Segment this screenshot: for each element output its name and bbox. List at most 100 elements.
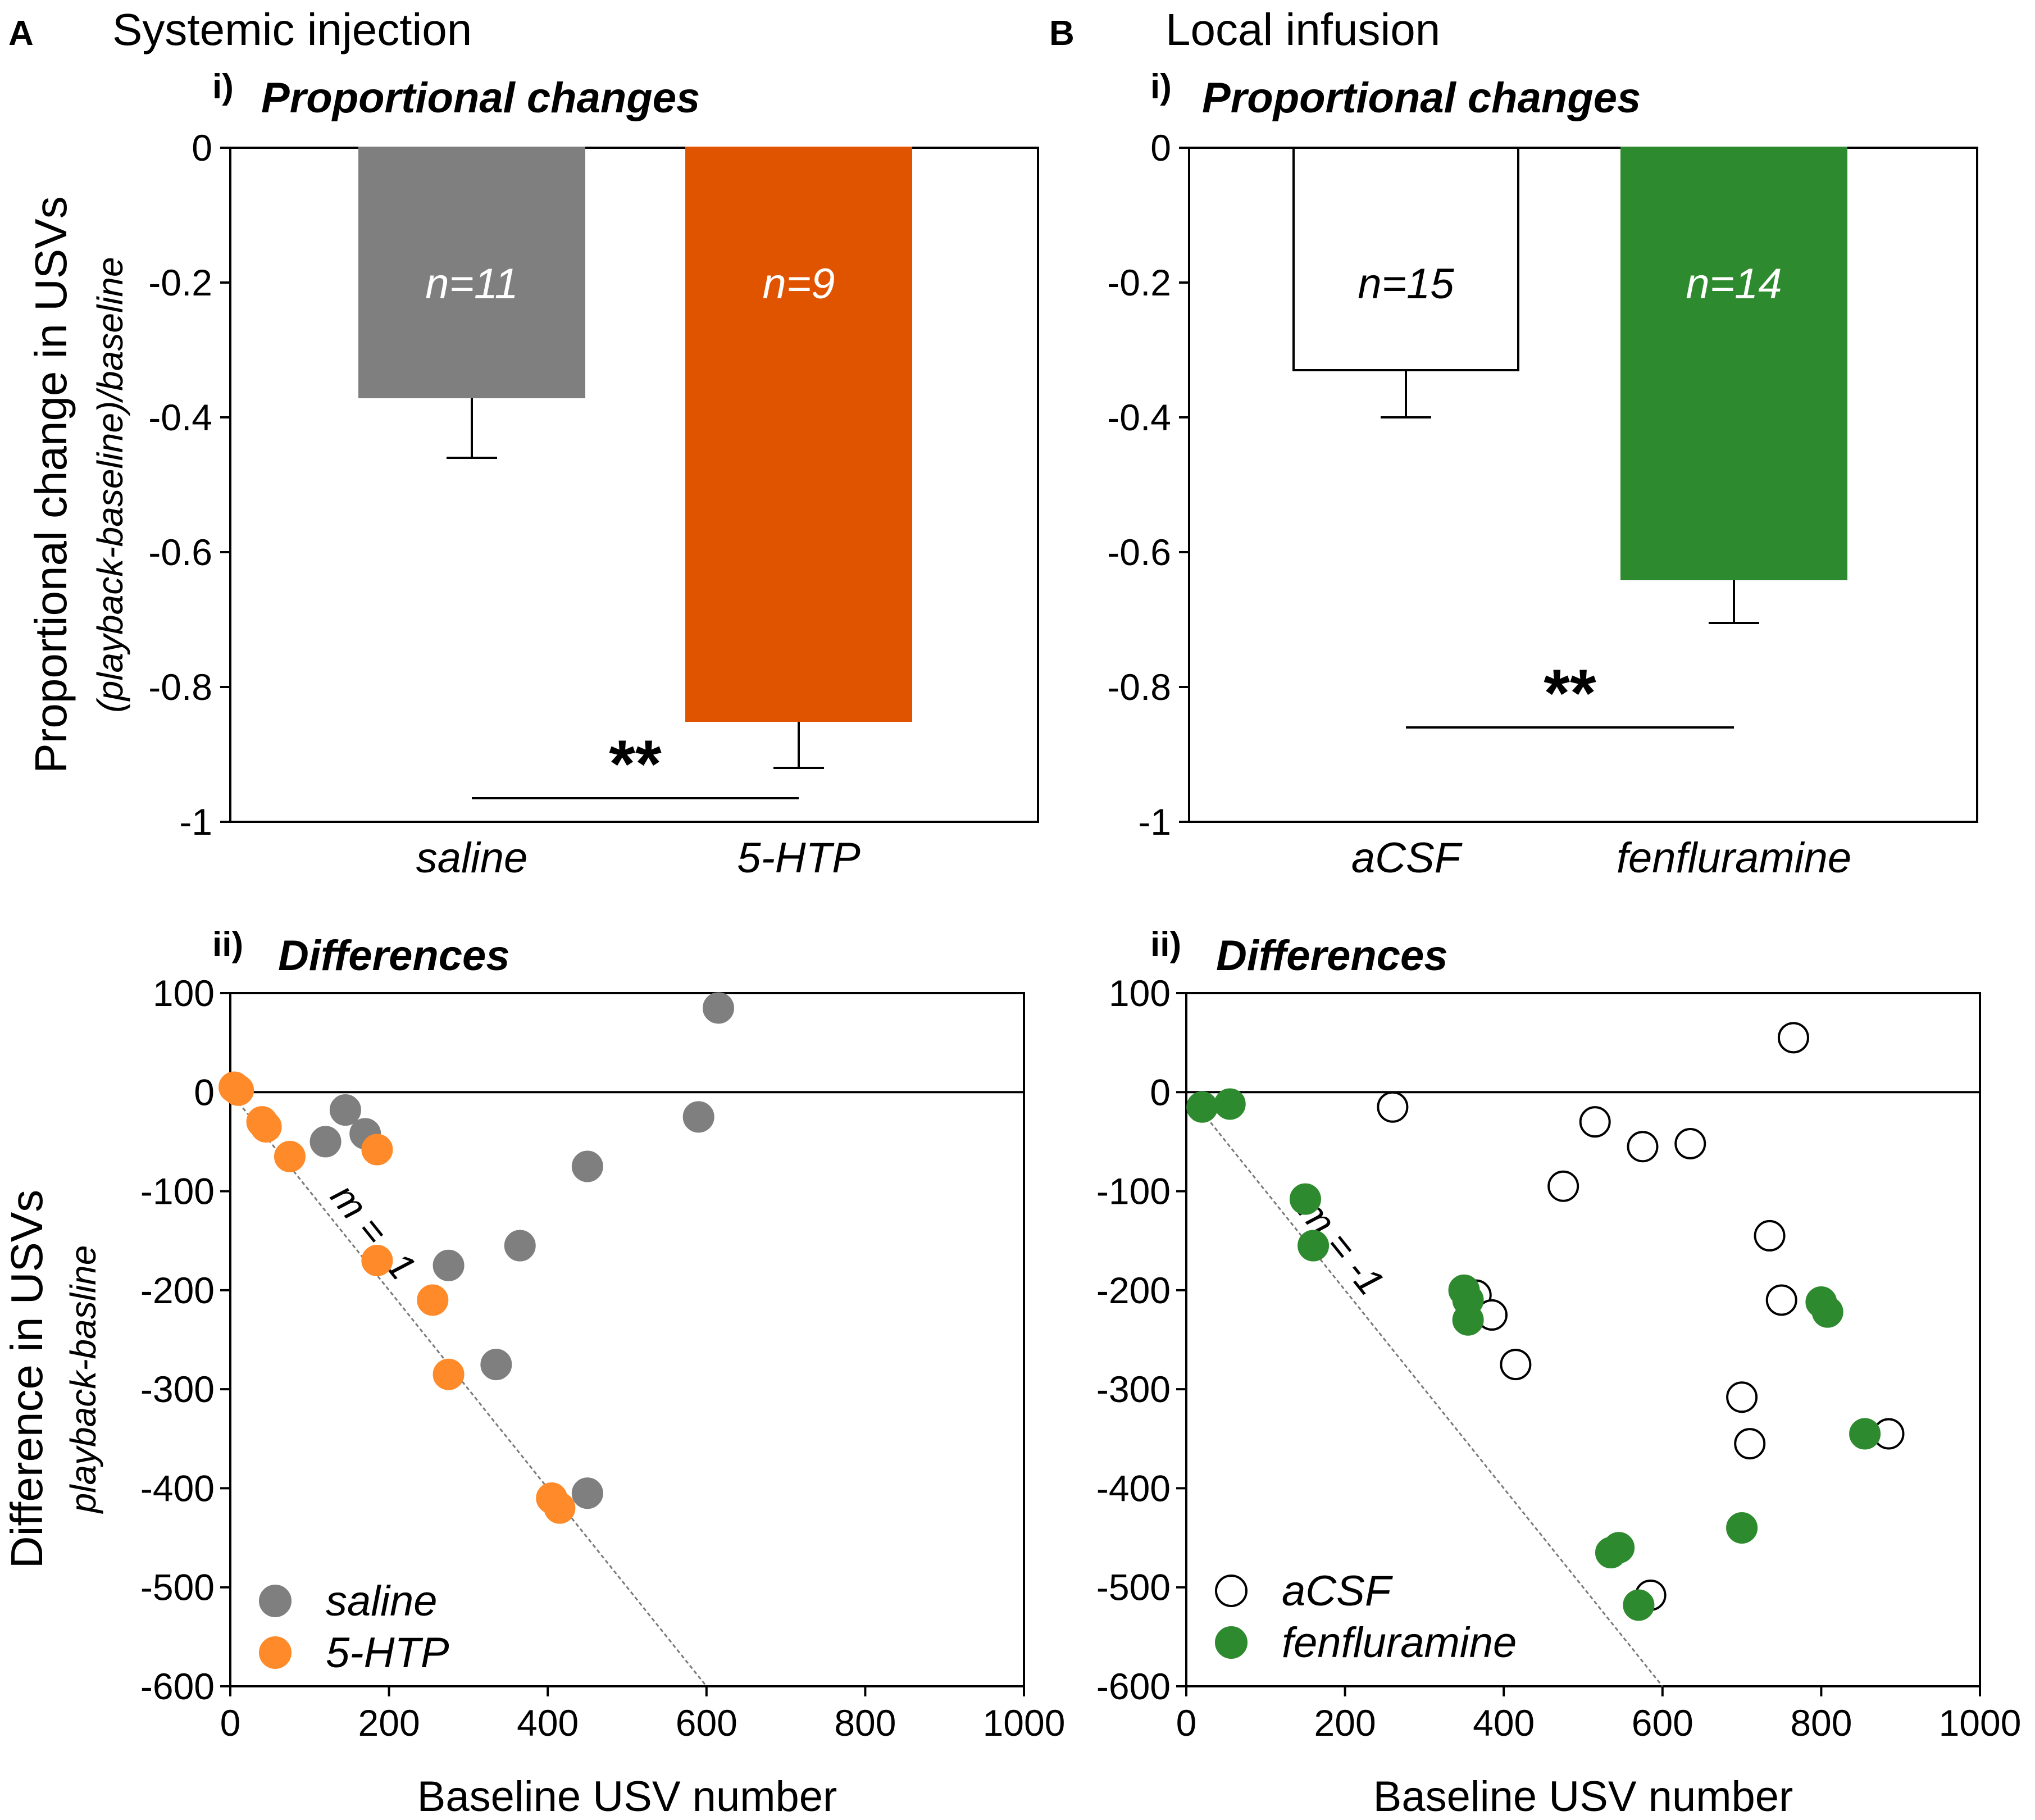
- panel-b-scatter-chart: ii) Differences1000-100-200-300-400-500-6…: [1096, 925, 2022, 1820]
- y-tick-label: -0.4: [1107, 397, 1171, 438]
- legend-marker: [259, 1585, 292, 1617]
- plot-frame: [1188, 147, 1978, 823]
- data-point-5-htp: [361, 1244, 393, 1276]
- reference-line: [229, 1091, 707, 1687]
- panel-a-bar-chart: A Systemic injection i) Proportional change…: [8, 4, 1039, 882]
- data-point-acsf: [1500, 1349, 1532, 1381]
- data-point-saline: [309, 1126, 342, 1158]
- data-point-saline: [571, 1477, 603, 1509]
- data-point-acsf: [1777, 1022, 1809, 1054]
- category-label: 5-HTP: [737, 834, 861, 882]
- data-point-fenfluramine: [1186, 1091, 1218, 1123]
- y-tick-label: 0: [194, 1071, 215, 1113]
- data-point-fenfluramine: [1849, 1418, 1881, 1450]
- y-axis-subtitle: playback-basline: [63, 1245, 103, 1514]
- plot-frame: [229, 992, 1025, 1687]
- subpanel-index: ii): [212, 925, 243, 964]
- legend-label: fenfluramine: [1282, 1619, 1517, 1667]
- data-point-acsf: [1754, 1220, 1786, 1252]
- data-point-5-htp: [361, 1134, 393, 1166]
- panel-title: Local infusion: [1166, 4, 1440, 54]
- x-tick-label: 200: [358, 1702, 420, 1744]
- y-tick-label: -1: [1138, 801, 1171, 843]
- subpanel-title: Proportional changes: [1202, 74, 1641, 122]
- y-tick-label: -200: [140, 1270, 215, 1311]
- y-tick-label: 0: [1150, 127, 1171, 169]
- data-point-saline: [480, 1349, 512, 1381]
- legend-marker: [1215, 1575, 1248, 1607]
- y-tick-label: 0: [1150, 1071, 1171, 1113]
- data-point-5-htp: [222, 1074, 254, 1106]
- data-point-saline: [329, 1094, 361, 1126]
- y-tick-label: -0.8: [1107, 666, 1171, 708]
- data-point-fenfluramine: [1603, 1532, 1635, 1564]
- x-tick-label: 600: [1632, 1702, 1693, 1744]
- legend-marker: [1215, 1626, 1248, 1659]
- x-tick-label: 400: [517, 1702, 579, 1744]
- data-point-saline: [504, 1230, 536, 1262]
- reference-line: [1201, 1111, 1663, 1687]
- subpanel-title: Differences: [278, 932, 510, 980]
- data-point-saline: [682, 1101, 714, 1133]
- category-label: saline: [416, 834, 528, 882]
- data-point-5-htp: [417, 1284, 449, 1316]
- data-point-fenfluramine: [1726, 1512, 1758, 1544]
- panel-letter: A: [8, 14, 34, 53]
- data-point-acsf: [1377, 1091, 1409, 1123]
- bar: [685, 147, 912, 722]
- data-point-saline: [433, 1249, 465, 1281]
- x-axis-title: Baseline USV number: [1373, 1773, 1793, 1820]
- legend-label: 5-HTP: [326, 1629, 449, 1677]
- y-tick-label: -400: [140, 1467, 215, 1509]
- subpanel-index: i): [212, 67, 234, 106]
- subpanel-title: Proportional changes: [261, 74, 700, 122]
- y-tick-label: -0.6: [148, 531, 212, 573]
- x-tick-label: 600: [676, 1702, 737, 1744]
- data-point-acsf: [1674, 1127, 1706, 1159]
- x-tick-label: 400: [1473, 1702, 1535, 1744]
- data-point-acsf: [1726, 1381, 1758, 1413]
- plot-frame: [1185, 992, 1981, 1687]
- sample-size-label: n=9: [763, 260, 835, 308]
- y-tick-label: -100: [140, 1171, 215, 1212]
- data-point-saline: [571, 1150, 603, 1182]
- panel-a-scatter-chart: ii) Differences1000-100-200-300-400-500-6…: [2, 925, 1065, 1820]
- significance-stars: **: [609, 726, 662, 802]
- panel-letter: B: [1049, 14, 1075, 53]
- subpanel-index: ii): [1150, 925, 1181, 964]
- y-tick-label: -0.2: [1107, 262, 1171, 303]
- y-tick-label: 100: [153, 972, 215, 1014]
- y-tick-label: -600: [1096, 1666, 1171, 1707]
- y-tick-label: -0.4: [148, 397, 212, 438]
- data-point-5-htp: [250, 1111, 282, 1143]
- y-axis-title: Difference in USVs: [2, 1190, 52, 1568]
- y-tick-label: -0.2: [148, 262, 212, 303]
- subpanel-title: Differences: [1216, 932, 1448, 980]
- y-tick-label: -300: [1096, 1368, 1171, 1410]
- data-point-fenfluramine: [1298, 1230, 1330, 1262]
- x-tick-label: 1000: [983, 1702, 1066, 1744]
- data-point-5-htp: [433, 1358, 465, 1390]
- data-point-acsf: [1734, 1428, 1766, 1460]
- data-point-5-htp: [544, 1492, 576, 1524]
- bar: [1292, 147, 1519, 371]
- x-axis-title: Baseline USV number: [417, 1773, 837, 1820]
- data-point-acsf: [1765, 1284, 1797, 1316]
- panel-b-bar-chart: B Local infusion i) Proportional changes 0 -0…: [1049, 4, 1978, 882]
- subpanel-index: i): [1150, 67, 1172, 106]
- legend-label: aCSF: [1282, 1567, 1393, 1615]
- x-tick-label: 200: [1314, 1702, 1376, 1744]
- data-point-saline: [702, 992, 734, 1024]
- data-point-acsf: [1627, 1131, 1659, 1163]
- data-point-fenfluramine: [1214, 1088, 1246, 1120]
- y-tick-label: -600: [140, 1666, 215, 1707]
- sample-size-label: n=15: [1358, 260, 1454, 308]
- y-tick-label: -100: [1096, 1171, 1171, 1212]
- data-point-5-htp: [274, 1140, 306, 1172]
- x-tick-label: 800: [1790, 1702, 1852, 1744]
- y-tick-label: 0: [192, 127, 212, 169]
- y-tick-label: -0.6: [1107, 531, 1171, 573]
- x-tick-label: 1000: [1939, 1702, 2022, 1744]
- x-tick-label: 0: [220, 1702, 241, 1744]
